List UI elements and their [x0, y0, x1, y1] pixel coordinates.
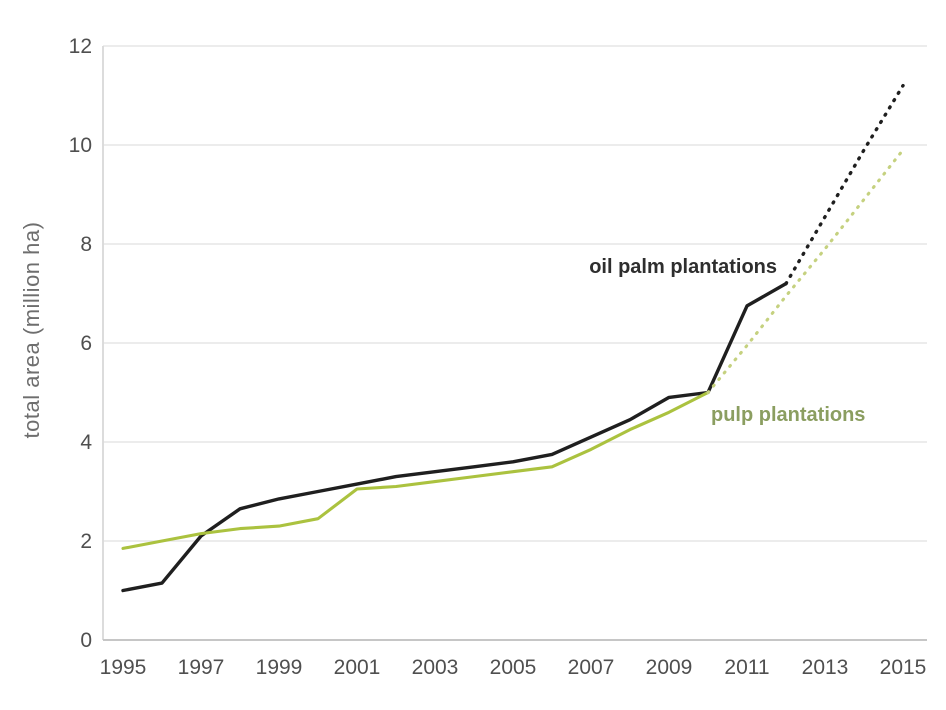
x-tick-label: 2013 [802, 656, 849, 679]
series-line-pulp-plantations-historical [121, 390, 710, 550]
x-tick-label: 2009 [646, 656, 693, 679]
y-tick-label: 10 [69, 134, 92, 157]
x-tick-label: 2005 [490, 656, 537, 679]
series-lines [121, 83, 905, 593]
y-tick-label: 8 [80, 233, 92, 256]
x-tick-label: 1995 [100, 656, 147, 679]
x-tick-label: 1997 [178, 656, 225, 679]
pulp-series-label: pulp plantations [711, 404, 866, 426]
y-tick-label: 12 [69, 35, 92, 58]
gridlines [103, 45, 927, 542]
y-tick-label: 2 [80, 530, 92, 553]
series-line-oil-palm-plantations-historical [121, 281, 788, 593]
x-tick-label: 2015 [880, 656, 927, 679]
series-line-pulp-plantations-projection [706, 148, 905, 395]
x-tick-label: 2001 [334, 656, 381, 679]
axes [102, 46, 927, 641]
series-line-oil-palm-plantations-projection [784, 83, 905, 286]
y-axis-title: total area (million ha) [19, 221, 44, 439]
y-tick-label: 6 [80, 332, 92, 355]
x-tick-label: 1999 [256, 656, 303, 679]
tick-labels: 0 2 4 6 8 10 12 1995 1997 1999 2001 2003 2005 2007 200… [69, 35, 927, 679]
x-tick-label: 2003 [412, 656, 459, 679]
x-tick-label: 2011 [724, 656, 769, 679]
oil-palm-series-label: oil palm plantations [589, 256, 777, 278]
y-tick-label: 0 [80, 629, 92, 652]
y-tick-label: 4 [80, 431, 92, 454]
x-tick-label: 2007 [568, 656, 615, 679]
